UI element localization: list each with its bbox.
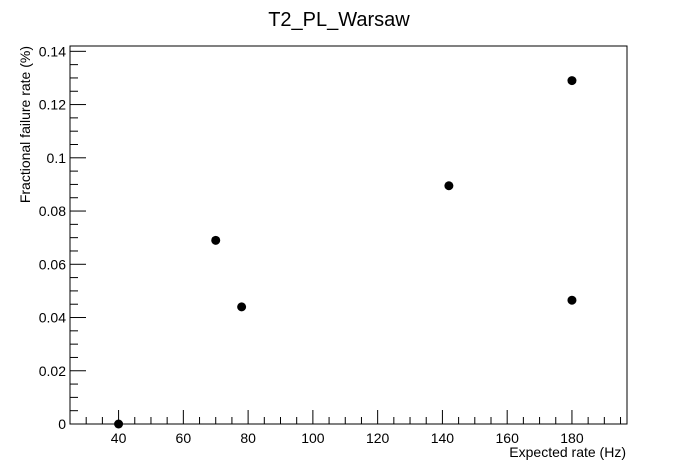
x-tick-label: 120	[366, 430, 390, 446]
y-tick-label: 0.06	[39, 256, 66, 272]
y-tick-label: 0.12	[39, 97, 66, 113]
y-axis-title: Fractional failure rate (%)	[17, 46, 33, 203]
plot-frame	[69, 45, 628, 425]
x-tick-label: 180	[560, 430, 584, 446]
y-tick-label: 0.08	[39, 203, 66, 219]
y-axis: 0 0.02 0.04 0.06 0.08 0.1 0.12 0.14	[39, 43, 86, 432]
data-point	[567, 76, 577, 86]
x-tick-label: 140	[431, 430, 455, 446]
x-axis-title: Expected rate (Hz)	[509, 444, 626, 460]
y-tick-label: 0	[58, 416, 66, 432]
x-axis: 40 60 80 100 120 140 160 180	[69, 410, 622, 446]
data-point	[114, 419, 124, 429]
y-tick-label: 0.14	[39, 43, 66, 59]
data-point	[444, 181, 454, 191]
data-point	[211, 235, 221, 245]
data-point	[567, 295, 577, 305]
y-tick-label: 0.02	[39, 363, 66, 379]
y-tick-label: 0.1	[47, 150, 67, 166]
x-tick-label: 80	[240, 430, 256, 446]
x-tick-label: 100	[301, 430, 325, 446]
y-tick-label: 0.04	[39, 310, 66, 326]
x-tick-label: 40	[111, 430, 127, 446]
x-tick-label: 160	[496, 430, 520, 446]
data-points	[114, 76, 577, 429]
data-point	[237, 302, 247, 312]
chart-title: T2_PL_Warsaw	[268, 9, 410, 31]
x-tick-label: 60	[176, 430, 192, 446]
